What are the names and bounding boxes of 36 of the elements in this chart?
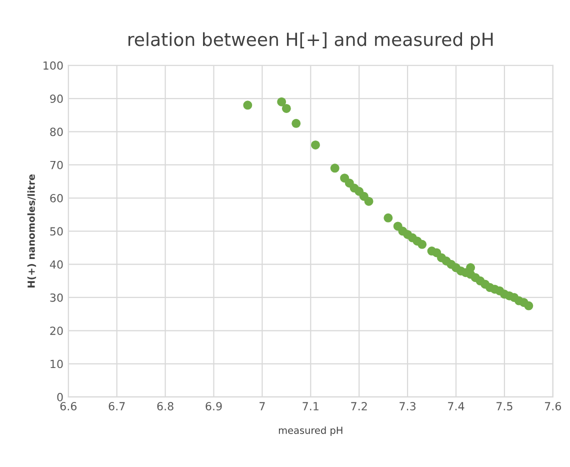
y-tick-label: 10 (50, 360, 63, 368)
y-tick-label: 80 (50, 128, 63, 136)
x-tick-label: 7.2 (351, 402, 367, 410)
point (282, 104, 291, 113)
y-tick-label: 90 (50, 94, 63, 103)
point (243, 100, 252, 110)
x-tick-label: 6.8 (157, 402, 174, 410)
x-tick-label: 7.1 (302, 402, 318, 410)
point (277, 97, 286, 106)
x-tick-label: 6.9 (206, 402, 222, 410)
x-tick-label: 7.5 (496, 402, 512, 410)
y-tick-label: 30 (50, 293, 63, 302)
chart-title: relation between H[+] and measured pH (128, 32, 493, 50)
point (292, 118, 301, 128)
y-tick-label: 50 (50, 227, 63, 236)
x-tick-label: 7.3 (400, 402, 416, 410)
point (418, 240, 427, 249)
x-tick-label: 6.7 (108, 402, 125, 410)
point (344, 178, 354, 188)
x-axis-title: measured pH (278, 426, 342, 436)
point (384, 213, 393, 222)
x-tick-label: 7.6 (544, 402, 562, 410)
x-tick-label: 7 (260, 402, 265, 410)
point (330, 164, 340, 173)
y-tick-label: 100 (44, 61, 63, 70)
point (524, 301, 534, 310)
y-tick-label: 40 (50, 260, 63, 269)
y-axis-title: H(+) nanomoles/litre (27, 174, 36, 288)
point (364, 196, 374, 206)
y-tick-label: 0 (57, 392, 63, 402)
x-tick-label: 6.6 (60, 402, 77, 410)
y-tick-label: 60 (50, 194, 63, 202)
x-tick-label: 7.4 (448, 402, 464, 410)
y-tick-label: 20 (50, 326, 63, 336)
point (310, 140, 320, 150)
y-tick-label: 70 (50, 160, 63, 170)
